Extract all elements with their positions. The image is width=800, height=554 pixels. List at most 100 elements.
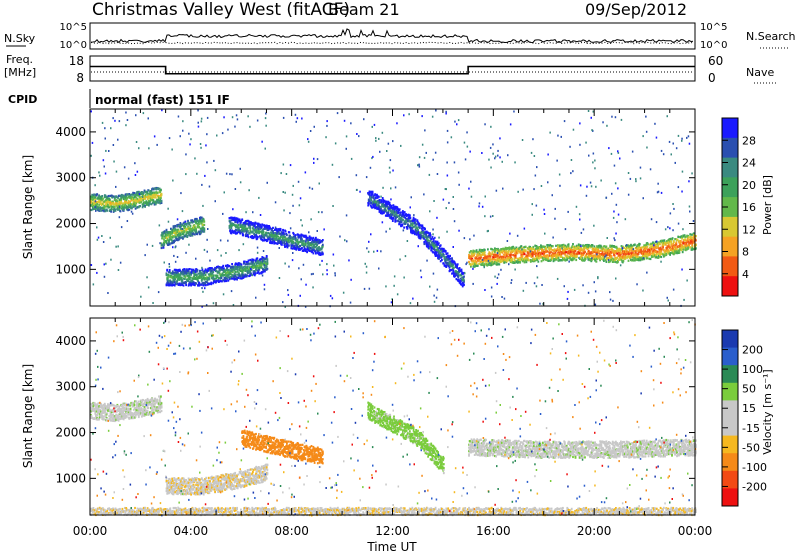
data-cell [504, 247, 507, 250]
data-cell [160, 196, 162, 199]
data-cell [442, 253, 445, 256]
data-cell [566, 256, 569, 259]
data-cell [231, 270, 234, 274]
frequency-trace [90, 65, 695, 75]
data-cell [509, 251, 512, 254]
data-cell [160, 200, 163, 203]
data-cell [279, 235, 282, 238]
data-cell [258, 265, 261, 269]
data-cell [155, 193, 158, 196]
sky-right-tick-top: 10^5 [700, 22, 727, 33]
data-cell [597, 247, 600, 250]
data-cell [534, 249, 537, 252]
data-cell [642, 245, 645, 249]
data-cell [463, 279, 465, 282]
data-cell [241, 267, 244, 270]
data-cell [171, 283, 174, 286]
data-cell [518, 247, 521, 250]
data-cell [629, 245, 632, 248]
data-cell [161, 231, 163, 234]
data-cell [195, 227, 197, 231]
data-cell [521, 260, 524, 263]
data-cell [610, 251, 613, 254]
data-cell [90, 204, 92, 207]
data-cell [606, 248, 608, 251]
data-cell [171, 240, 174, 243]
data-cell [387, 213, 390, 216]
data-cell [389, 216, 392, 219]
data-cell [286, 242, 289, 245]
data-cell [376, 196, 379, 199]
data-cell [564, 244, 567, 247]
data-cell [416, 227, 419, 230]
data-cell [166, 232, 169, 235]
data-cell [295, 248, 298, 251]
data-cell [540, 245, 543, 248]
data-cell [392, 217, 395, 220]
data-cell [134, 199, 136, 202]
data-cell [175, 275, 178, 278]
data-cell [107, 203, 109, 206]
data-cell [129, 196, 131, 199]
data-cell [680, 235, 683, 238]
data-cell [169, 233, 172, 236]
data-cell [219, 280, 222, 283]
data-cell [618, 252, 620, 255]
data-cell [632, 251, 634, 254]
data-cell [426, 240, 429, 243]
data-cell [313, 243, 315, 247]
data-cell [589, 246, 591, 249]
data-cell [419, 226, 421, 229]
data-cell [581, 257, 584, 260]
data-cell [563, 256, 566, 259]
data-cell [195, 273, 198, 276]
data-cell [204, 282, 206, 285]
data-cell [112, 195, 115, 198]
data-cell [304, 241, 307, 244]
data-cell [492, 256, 495, 259]
data-cell [226, 266, 228, 269]
data-cell [303, 239, 305, 243]
data-cell [283, 233, 286, 236]
data-cell [252, 222, 254, 226]
data-cell [191, 221, 194, 224]
data-cell [458, 270, 461, 273]
data-cell [246, 261, 249, 264]
data-cell [515, 246, 518, 249]
data-cell [313, 245, 315, 248]
data-cell [156, 200, 158, 203]
data-cell [171, 232, 174, 235]
data-cell [580, 247, 583, 250]
data-cell [556, 248, 559, 251]
data-cell [316, 244, 318, 247]
data-cell [220, 277, 223, 280]
data-cell [600, 257, 603, 260]
data-cell [240, 231, 243, 234]
data-cell [189, 276, 192, 279]
data-cell [478, 252, 481, 255]
data-cell [424, 236, 426, 239]
data-cell [297, 242, 300, 245]
data-cell [185, 223, 188, 226]
data-cell [445, 252, 448, 255]
data-cell [414, 228, 417, 231]
data-cell [192, 220, 195, 223]
data-cell [123, 205, 126, 208]
data-cell [386, 205, 388, 208]
data-cell [243, 260, 246, 263]
data-cell [536, 249, 539, 252]
data-cell [425, 234, 428, 237]
data-cell [169, 279, 172, 282]
data-cell [303, 245, 306, 249]
data-cell [569, 247, 571, 250]
data-cell [160, 188, 162, 191]
data-cell [367, 201, 370, 205]
data-cell [168, 243, 171, 246]
data-cell [218, 280, 221, 283]
data-cell [543, 253, 545, 256]
data-cell [92, 198, 95, 201]
data-cell [163, 238, 165, 241]
data-cell [142, 191, 145, 194]
data-cell [529, 247, 532, 250]
